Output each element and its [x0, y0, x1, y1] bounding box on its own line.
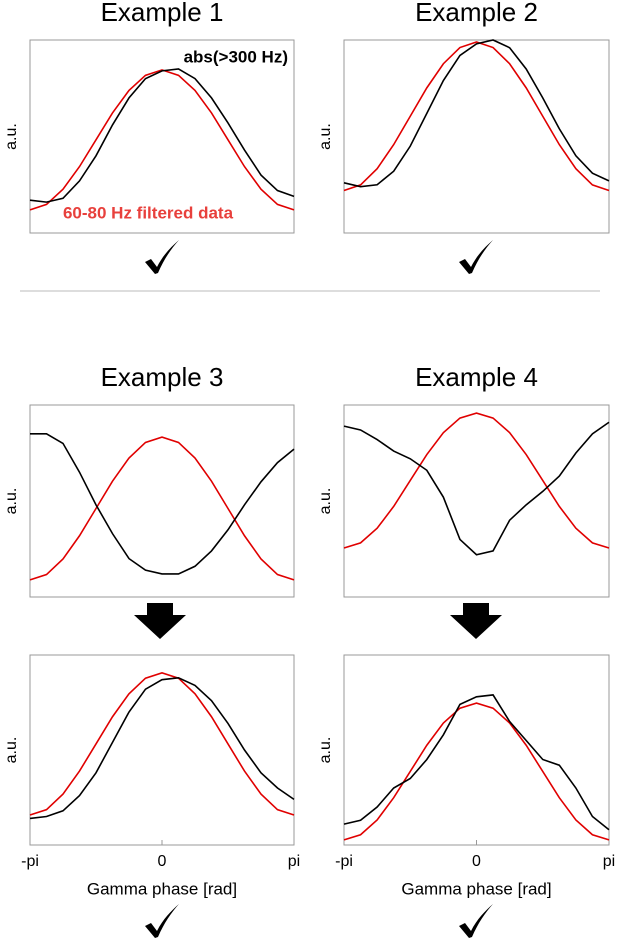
plot-frame	[29, 404, 295, 598]
data-line	[30, 433, 295, 575]
y-axis-label: a.u.	[3, 123, 20, 150]
data-line	[343, 412, 610, 549]
chart: a.u. -pi 0 pi Gamma phase [rad]	[3, 654, 300, 898]
plot-frame	[343, 404, 610, 598]
data-line	[343, 694, 610, 831]
annotation: 60-80 Hz filtered data	[63, 203, 234, 222]
x-tick-label: pi	[288, 853, 300, 870]
x-tick-label: 0	[472, 853, 481, 870]
chart-title: Example 4	[415, 362, 538, 392]
check-mark	[145, 240, 179, 274]
plot-frame	[343, 39, 610, 234]
y-axis-label: a.u.	[3, 737, 20, 764]
plot-frame	[29, 39, 295, 234]
y-axis-label: a.u.	[317, 123, 334, 150]
chart: Example 4 a.u.	[317, 362, 610, 598]
data-line	[343, 702, 610, 841]
check-mark	[145, 904, 179, 938]
chart: a.u. -pi 0 pi Gamma phase [rad]	[317, 654, 615, 898]
chart: Example 1 a.u. abs(>300 Hz) 60-80 Hz filter…	[3, 0, 295, 234]
annotation: abs(>300 Hz)	[184, 47, 288, 66]
data-line	[343, 41, 610, 192]
data-line	[343, 39, 610, 188]
x-axis-label: Gamma phase [rad]	[401, 879, 551, 898]
x-tick-label: -pi	[21, 853, 39, 870]
data-line	[29, 672, 295, 816]
data-line	[29, 69, 295, 211]
y-axis-label: a.u.	[317, 737, 334, 764]
chart: Example 3 a.u.	[3, 362, 295, 598]
data-line	[29, 436, 295, 581]
chart-title: Example 2	[415, 0, 538, 27]
x-tick-label: 0	[158, 853, 167, 870]
x-axis-label: Gamma phase [rad]	[87, 879, 237, 898]
chart: Example 2 a.u.	[317, 0, 610, 234]
data-line	[29, 676, 295, 820]
check-mark	[459, 240, 493, 274]
plot-frame	[29, 654, 295, 846]
y-axis-label: a.u.	[317, 488, 334, 515]
y-axis-label: a.u.	[3, 488, 20, 515]
arrow	[134, 603, 186, 639]
data-line	[343, 421, 610, 556]
check-mark	[459, 904, 493, 938]
arrow	[450, 603, 502, 639]
arrows	[134, 603, 502, 639]
data-line	[29, 68, 295, 203]
chart-title: Example 3	[101, 362, 224, 392]
check-marks	[145, 240, 493, 938]
x-tick-label: -pi	[335, 853, 353, 870]
x-tick-label: pi	[603, 853, 615, 870]
chart-title: Example 1	[101, 0, 224, 27]
plot-frame	[343, 654, 610, 846]
